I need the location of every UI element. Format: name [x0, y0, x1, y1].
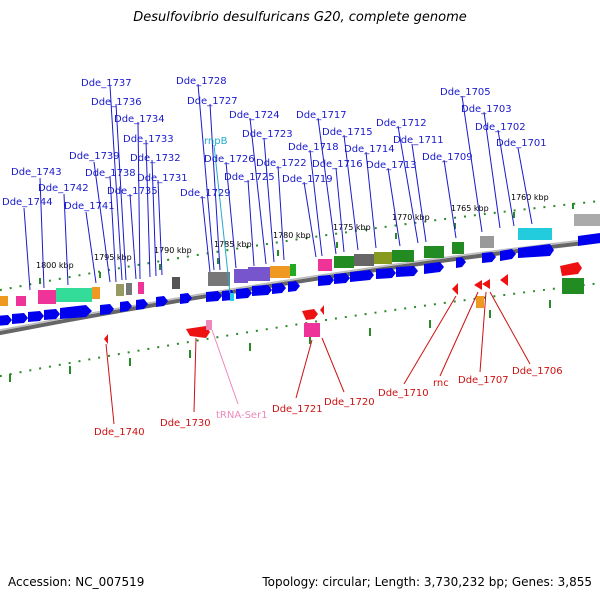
gene-label: Dde_1744: [2, 197, 53, 208]
gene-label: Dde_1717: [296, 110, 347, 121]
gene-label: Dde_1739: [69, 151, 120, 162]
gene-label: Dde_1738: [85, 168, 136, 179]
gene-label: Dde_1736: [91, 97, 142, 108]
gene-label: Dde_1729: [180, 188, 231, 199]
gene-label: Dde_1740: [94, 427, 145, 438]
scale-label: 1760 kbp: [511, 193, 549, 202]
bottom-labels: Dde_1740 Dde_1730 tRNA-Ser1 Dde_1721 Dde…: [94, 366, 563, 438]
gene-label: Dde_1724: [229, 110, 280, 121]
scale-label: 1770 kbp: [392, 213, 430, 222]
gene-label: Dde_1722: [256, 158, 307, 169]
scale-label: 1800 kbp: [36, 261, 74, 270]
gene-label: Dde_1728: [176, 76, 227, 87]
gene-label: Dde_1706: [512, 366, 563, 377]
gene-label: Dde_1731: [137, 173, 188, 184]
gene-label: Dde_1710: [378, 388, 429, 399]
outer-ticks: [39, 203, 574, 284]
gene-label: Dde_1714: [344, 144, 395, 155]
gene-label: Dde_1703: [461, 104, 512, 115]
genome-stats-text: Topology: circular; Length: 3,730,232 bp…: [262, 575, 592, 589]
top-connectors: [23, 83, 533, 294]
gene-label: Dde_1743: [11, 167, 62, 178]
gene-label: Dde_1713: [366, 160, 417, 171]
gene-label: Dde_1732: [130, 153, 181, 164]
accession-text: Accession: NC_007519: [8, 575, 145, 589]
cog-blocks: [0, 214, 600, 306]
gene-label: rnc: [433, 378, 449, 389]
gene-label: Dde_1715: [322, 127, 373, 138]
gene-label: Dde_1730: [160, 418, 211, 429]
gene-label: Dde_1741: [64, 201, 115, 212]
gene-label: Dde_1726: [204, 154, 255, 165]
gene-label: Dde_1733: [123, 134, 174, 145]
map-title: Desulfovibrio desulfuricans G20, complet…: [133, 10, 467, 25]
gene-label: Dde_1723: [242, 129, 293, 140]
gene-label: Dde_1718: [288, 142, 339, 153]
bottom-connectors: [105, 291, 531, 425]
scale-labels: 1800 kbp 1795 kbp 1790 kbp 1785 kbp 1780…: [36, 193, 549, 270]
gene-label: Dde_1705: [440, 87, 491, 98]
gene-label-rnpb: rnpB: [204, 136, 228, 147]
gene-label: Dde_1737: [81, 78, 132, 89]
gene-label: Dde_1711: [393, 135, 444, 146]
gene-label: Dde_1701: [496, 138, 547, 149]
reverse-genes: [104, 262, 582, 344]
gene-label: Dde_1716: [312, 159, 363, 170]
gene-label: Dde_1720: [324, 397, 375, 408]
scale-label: 1765 kbp: [451, 204, 489, 213]
gene-label: Dde_1727: [187, 96, 238, 107]
gene-label: Dde_1719: [282, 174, 333, 185]
rnpb-gene: [230, 293, 234, 301]
top-labels: Dde_1744 Dde_1743 Dde_1742 Dde_1741 Dde_…: [2, 76, 547, 212]
scale-label: 1790 kbp: [154, 246, 192, 255]
scale-label: 1780 kbp: [273, 231, 311, 240]
forward-genes: [0, 233, 600, 326]
gene-label: Dde_1735: [107, 186, 158, 197]
gene-label: Dde_1712: [376, 118, 427, 129]
scale-label: 1785 kbp: [214, 240, 252, 249]
gene-label: Dde_1742: [38, 183, 89, 194]
scale-label: 1795 kbp: [94, 253, 132, 262]
inner-cog-blocks: [206, 278, 584, 337]
gene-label-trna: tRNA-Ser1: [216, 410, 268, 421]
gene-label: Dde_1702: [475, 122, 526, 133]
gene-label: Dde_1721: [272, 404, 323, 415]
gene-label: Dde_1734: [114, 114, 165, 125]
gene-label: Dde_1709: [422, 152, 473, 163]
gene-label: Dde_1707: [458, 375, 509, 386]
scale-label: 1775 kbp: [333, 223, 371, 232]
gene-label: Dde_1725: [224, 172, 275, 183]
inner-ticks: [9, 300, 551, 382]
